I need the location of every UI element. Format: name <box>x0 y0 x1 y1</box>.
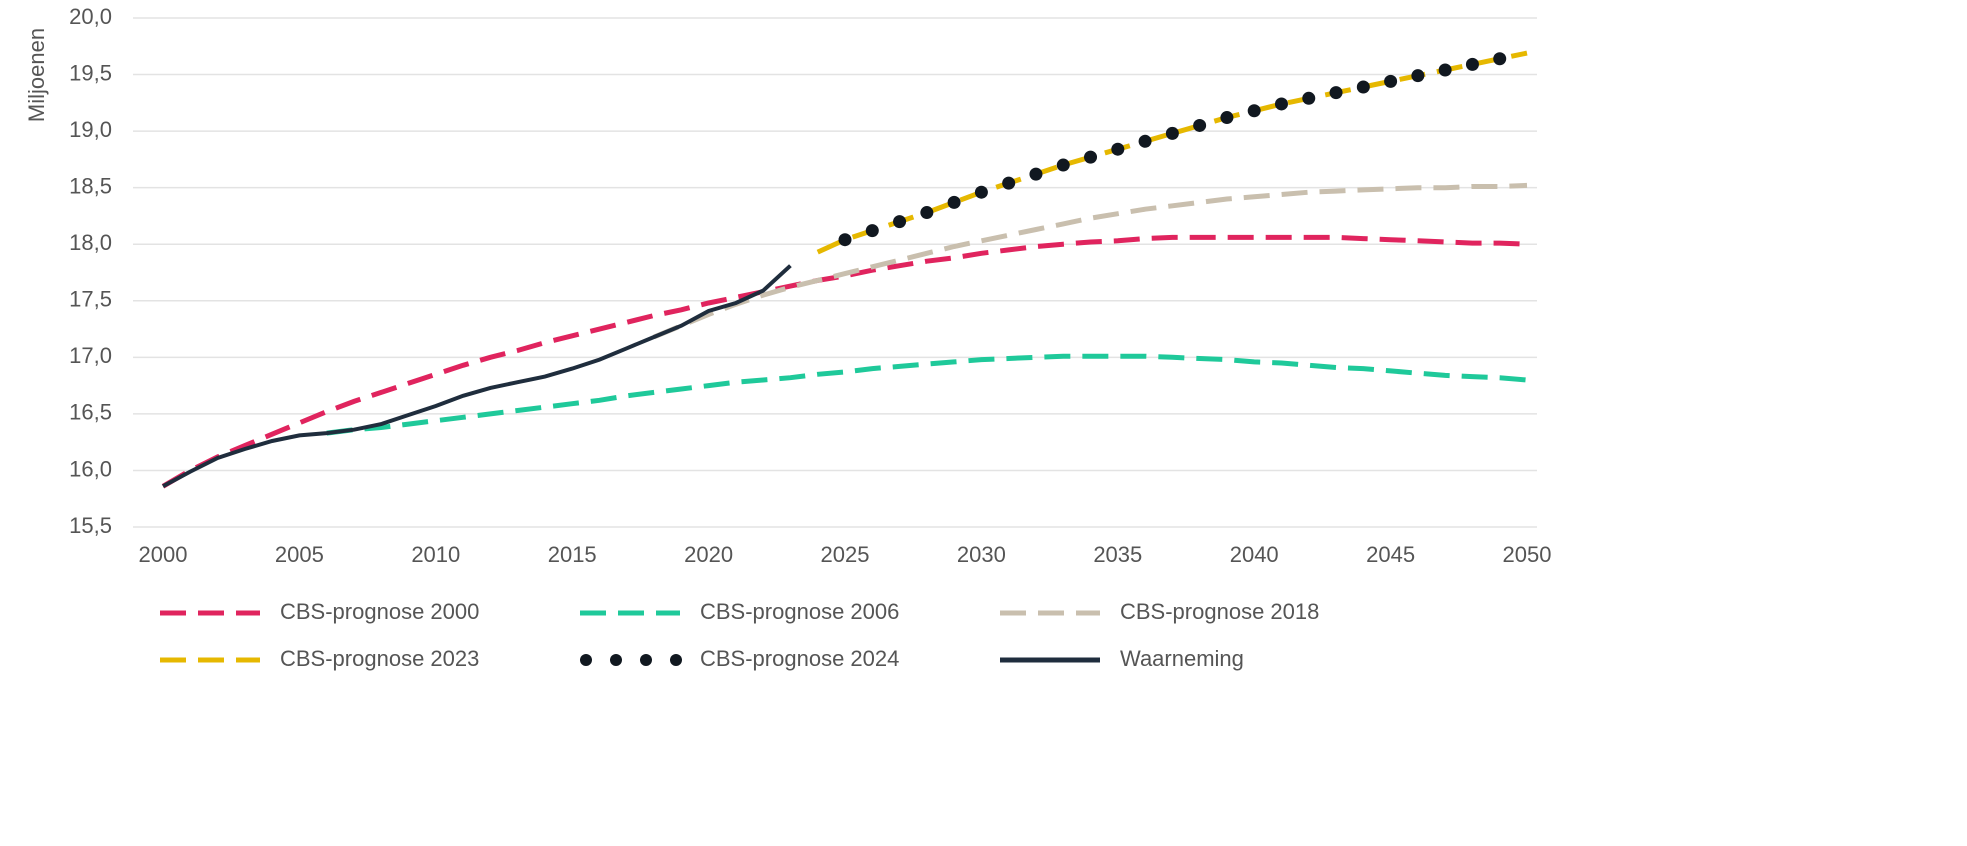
data-point <box>838 233 852 247</box>
x-tick-label: 2000 <box>139 542 188 567</box>
y-tick-label: 18,5 <box>69 173 112 198</box>
data-point <box>1165 126 1179 140</box>
y-tick-label: 16,0 <box>69 456 112 481</box>
series-line <box>162 264 792 489</box>
data-point <box>1220 111 1234 125</box>
x-tick-label: 2010 <box>411 542 460 567</box>
legend-label: CBS-prognose 2006 <box>700 599 899 624</box>
legend-label: CBS-prognose 2018 <box>1120 599 1319 624</box>
data-point <box>920 206 934 220</box>
y-tick-label: 19,0 <box>69 117 112 142</box>
series-line <box>653 182 1528 340</box>
data-point <box>1411 69 1425 83</box>
y-tick-label: 19,5 <box>69 60 112 85</box>
x-tick-label: 2015 <box>548 542 597 567</box>
data-point <box>1056 158 1070 172</box>
data-point <box>1356 80 1370 94</box>
series-line <box>326 353 1528 436</box>
data-point <box>1438 63 1452 77</box>
data-point <box>1029 167 1043 181</box>
series-line <box>816 50 1528 255</box>
legend-swatch <box>580 654 592 666</box>
data-point <box>1465 57 1479 71</box>
legend-label: CBS-prognose 2023 <box>280 646 479 671</box>
x-tick-label: 2040 <box>1230 542 1279 567</box>
data-point <box>1002 176 1016 190</box>
x-tick-label: 2050 <box>1503 542 1552 567</box>
y-axis-label: Miljoenen <box>24 28 49 122</box>
x-tick-label: 2020 <box>684 542 733 567</box>
data-point <box>1111 142 1125 156</box>
data-point <box>1384 74 1398 88</box>
data-point <box>865 224 879 238</box>
data-point <box>1247 104 1261 118</box>
y-tick-label: 17,5 <box>69 287 112 312</box>
legend-swatch <box>640 654 652 666</box>
y-tick-label: 15,5 <box>69 513 112 538</box>
data-point <box>1084 150 1098 164</box>
x-tick-label: 2025 <box>821 542 870 567</box>
data-point <box>1193 118 1207 132</box>
data-point <box>1329 86 1343 100</box>
x-tick-label: 2005 <box>275 542 324 567</box>
x-tick-label: 2035 <box>1093 542 1142 567</box>
data-point <box>947 195 961 209</box>
data-point <box>1493 52 1507 66</box>
legend-label: CBS-prognose 2024 <box>700 646 899 671</box>
legend-label: CBS-prognose 2000 <box>280 599 479 624</box>
series-line <box>161 234 1528 489</box>
y-tick-label: 20,0 <box>69 4 112 29</box>
y-tick-label: 18,0 <box>69 230 112 255</box>
data-point <box>893 215 907 229</box>
legend-label: Waarneming <box>1120 646 1244 671</box>
x-tick-label: 2045 <box>1366 542 1415 567</box>
data-point <box>1138 134 1152 148</box>
y-tick-label: 16,5 <box>69 400 112 425</box>
data-point <box>1302 91 1316 105</box>
data-point <box>974 185 988 199</box>
legend-swatch <box>670 654 682 666</box>
y-tick-label: 17,0 <box>69 343 112 368</box>
x-tick-label: 2030 <box>957 542 1006 567</box>
data-point <box>1274 97 1288 111</box>
legend-swatch <box>610 654 622 666</box>
